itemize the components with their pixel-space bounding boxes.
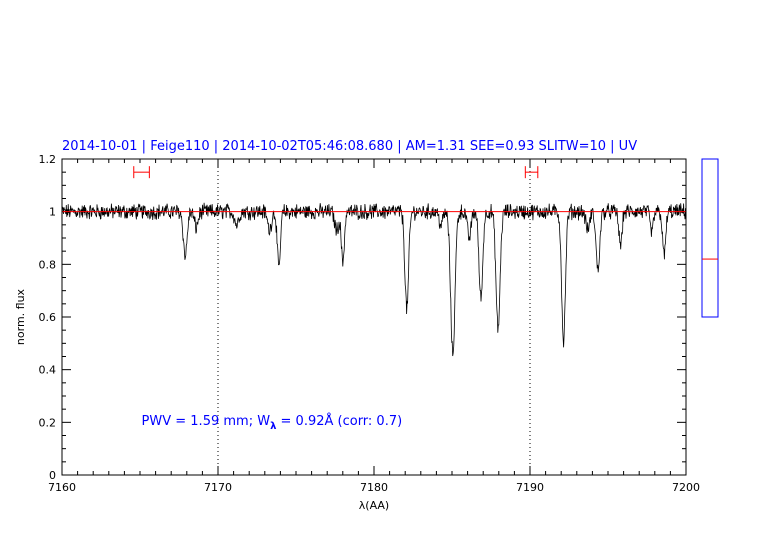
y-axis-label: norm. flux	[14, 288, 27, 345]
y-tick-label: 0.4	[39, 364, 57, 377]
y-tick-label: 0	[49, 469, 56, 482]
y-tick-label: 1.2	[39, 153, 57, 166]
airmass-box	[701, 158, 719, 318]
x-tick-label: 7160	[48, 481, 76, 494]
y-tick-label: 0.8	[39, 258, 57, 271]
plot-frame	[61, 158, 687, 476]
pwv-annotation-suffix: = 0.92Å (corr: 0.7)	[276, 413, 402, 429]
airmass-indicator	[701, 158, 719, 318]
pwv-annotation-prefix: PWV = 1.59 mm; W	[142, 414, 271, 429]
x-tick-label: 7180	[360, 481, 388, 494]
y-tick-label: 1	[49, 206, 56, 219]
spectrum-series	[61, 166, 687, 357]
x-tick-label: 7200	[672, 481, 700, 494]
y-tick-label: 0.6	[39, 311, 57, 324]
x-axis-label: λ(AA)	[359, 499, 389, 512]
pwv-annotation: PWV = 1.59 mm; Wλ = 0.92Å (corr: 0.7)	[142, 413, 403, 432]
pwv-annotation-subscript: λ	[270, 421, 277, 432]
chart-title: 2014-10-01 | Feige110 | 2014-10-02T05:46…	[62, 139, 637, 154]
y-tick-label: 0.2	[39, 416, 57, 429]
axis-ticks: 7160 7170 7180 7190 7200 0 0.2 0.4 0.6 0.8 1 1.2	[39, 153, 701, 494]
x-tick-label: 7170	[204, 481, 232, 494]
spectrum-line	[61, 202, 687, 357]
x-tick-label: 7190	[516, 481, 544, 494]
